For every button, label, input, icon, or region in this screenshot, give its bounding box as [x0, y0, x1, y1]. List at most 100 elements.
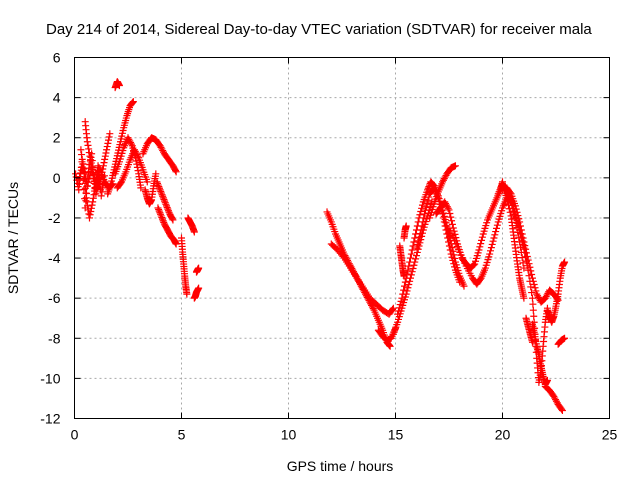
data-point-marker	[396, 301, 404, 309]
data-point-marker	[158, 145, 166, 153]
data-track-arc-08	[113, 146, 151, 192]
data-point-marker	[408, 268, 416, 276]
data-point-marker	[506, 208, 514, 216]
data-point-marker	[418, 222, 426, 230]
data-point-marker	[528, 289, 536, 297]
data-point-marker	[87, 208, 95, 216]
data-point-marker	[125, 135, 133, 143]
data-point-marker	[532, 287, 540, 295]
data-point-marker	[161, 199, 169, 207]
data-point-marker	[159, 194, 167, 202]
data-point-marker	[398, 294, 406, 302]
data-point-marker	[552, 396, 560, 404]
data-point-marker	[394, 310, 402, 318]
data-point-marker	[152, 170, 160, 178]
data-point-marker	[157, 210, 165, 218]
data-point-marker	[522, 249, 530, 257]
data-point-marker	[439, 210, 447, 218]
data-point-marker	[103, 146, 111, 154]
data-point-marker	[528, 338, 536, 346]
data-point-marker	[439, 178, 447, 186]
data-point-marker	[420, 214, 428, 222]
data-point-marker	[369, 305, 377, 313]
data-point-marker	[460, 282, 468, 290]
data-point-marker	[82, 194, 90, 202]
data-point-marker	[408, 246, 416, 254]
data-point-marker	[528, 271, 536, 279]
data-point-marker	[533, 290, 541, 298]
data-point-marker	[82, 173, 90, 181]
data-track-arc-14	[184, 214, 198, 236]
data-point-marker	[128, 99, 136, 107]
data-point-marker	[129, 98, 137, 106]
data-point-marker	[529, 277, 537, 285]
data-point-marker	[103, 143, 111, 151]
data-point-marker	[163, 202, 171, 210]
x-tick-label: 20	[495, 427, 511, 443]
data-point-marker	[512, 205, 520, 213]
data-point-marker	[162, 200, 170, 208]
data-point-marker	[448, 253, 456, 261]
data-point-marker	[451, 263, 459, 271]
data-point-marker	[530, 312, 538, 320]
data-point-marker	[446, 210, 454, 218]
data-point-marker	[415, 233, 423, 241]
data-point-marker	[134, 152, 142, 160]
data-point-marker	[397, 297, 405, 305]
data-point-marker	[154, 181, 162, 189]
data-point-marker	[134, 167, 142, 175]
data-point-marker	[523, 252, 531, 260]
chart-title: Day 214 of 2014, Sidereal Day-to-day VTE…	[46, 21, 592, 38]
data-track-arc-05	[111, 78, 123, 92]
data-track-arc-18	[327, 240, 397, 318]
data-point-marker	[161, 197, 169, 205]
data-point-marker	[534, 293, 542, 301]
data-point-marker	[528, 274, 536, 282]
data-point-marker	[504, 201, 512, 209]
data-point-marker	[519, 259, 527, 267]
data-point-marker	[478, 233, 486, 241]
y-tick-label: -10	[40, 370, 60, 386]
data-point-marker	[86, 211, 94, 219]
data-point-marker	[558, 405, 566, 413]
data-point-marker	[418, 204, 426, 212]
data-point-marker	[519, 234, 527, 242]
data-point-marker	[449, 256, 457, 264]
data-point-marker	[558, 406, 566, 414]
data-point-marker	[410, 238, 418, 246]
data-point-marker	[442, 200, 450, 208]
data-point-marker	[102, 149, 110, 157]
data-point-marker	[442, 201, 450, 209]
data-point-marker	[105, 133, 113, 141]
data-point-marker	[517, 233, 525, 241]
data-track-arc-23	[400, 222, 410, 242]
data-point-marker	[413, 244, 421, 252]
data-point-marker	[417, 208, 425, 216]
y-tick-label: -4	[48, 250, 61, 266]
data-track-arc-34	[541, 382, 566, 414]
data-point-marker	[439, 176, 447, 184]
data-point-marker	[400, 286, 408, 294]
data-point-marker	[407, 271, 415, 279]
data-point-marker	[156, 209, 164, 217]
data-point-marker	[76, 169, 84, 177]
data-point-marker	[404, 284, 412, 292]
y-tick-label: 2	[53, 130, 61, 146]
data-point-marker	[154, 204, 162, 212]
data-point-marker	[389, 305, 397, 313]
x-tick-label: 10	[281, 427, 297, 443]
data-point-marker	[399, 290, 407, 298]
data-point-marker	[528, 294, 536, 302]
data-point-marker	[115, 82, 123, 90]
data-point-marker	[511, 202, 519, 210]
data-point-marker	[155, 183, 163, 191]
data-point-marker	[415, 237, 423, 245]
data-point-marker	[417, 226, 425, 234]
data-point-marker	[505, 205, 513, 213]
y-axis-label: SDTVAR / TECUs	[5, 182, 21, 294]
data-point-marker	[80, 185, 88, 193]
x-tick-label: 25	[602, 427, 618, 443]
data-point-marker	[447, 250, 455, 258]
data-point-marker	[195, 284, 203, 292]
data-point-marker	[101, 152, 109, 160]
